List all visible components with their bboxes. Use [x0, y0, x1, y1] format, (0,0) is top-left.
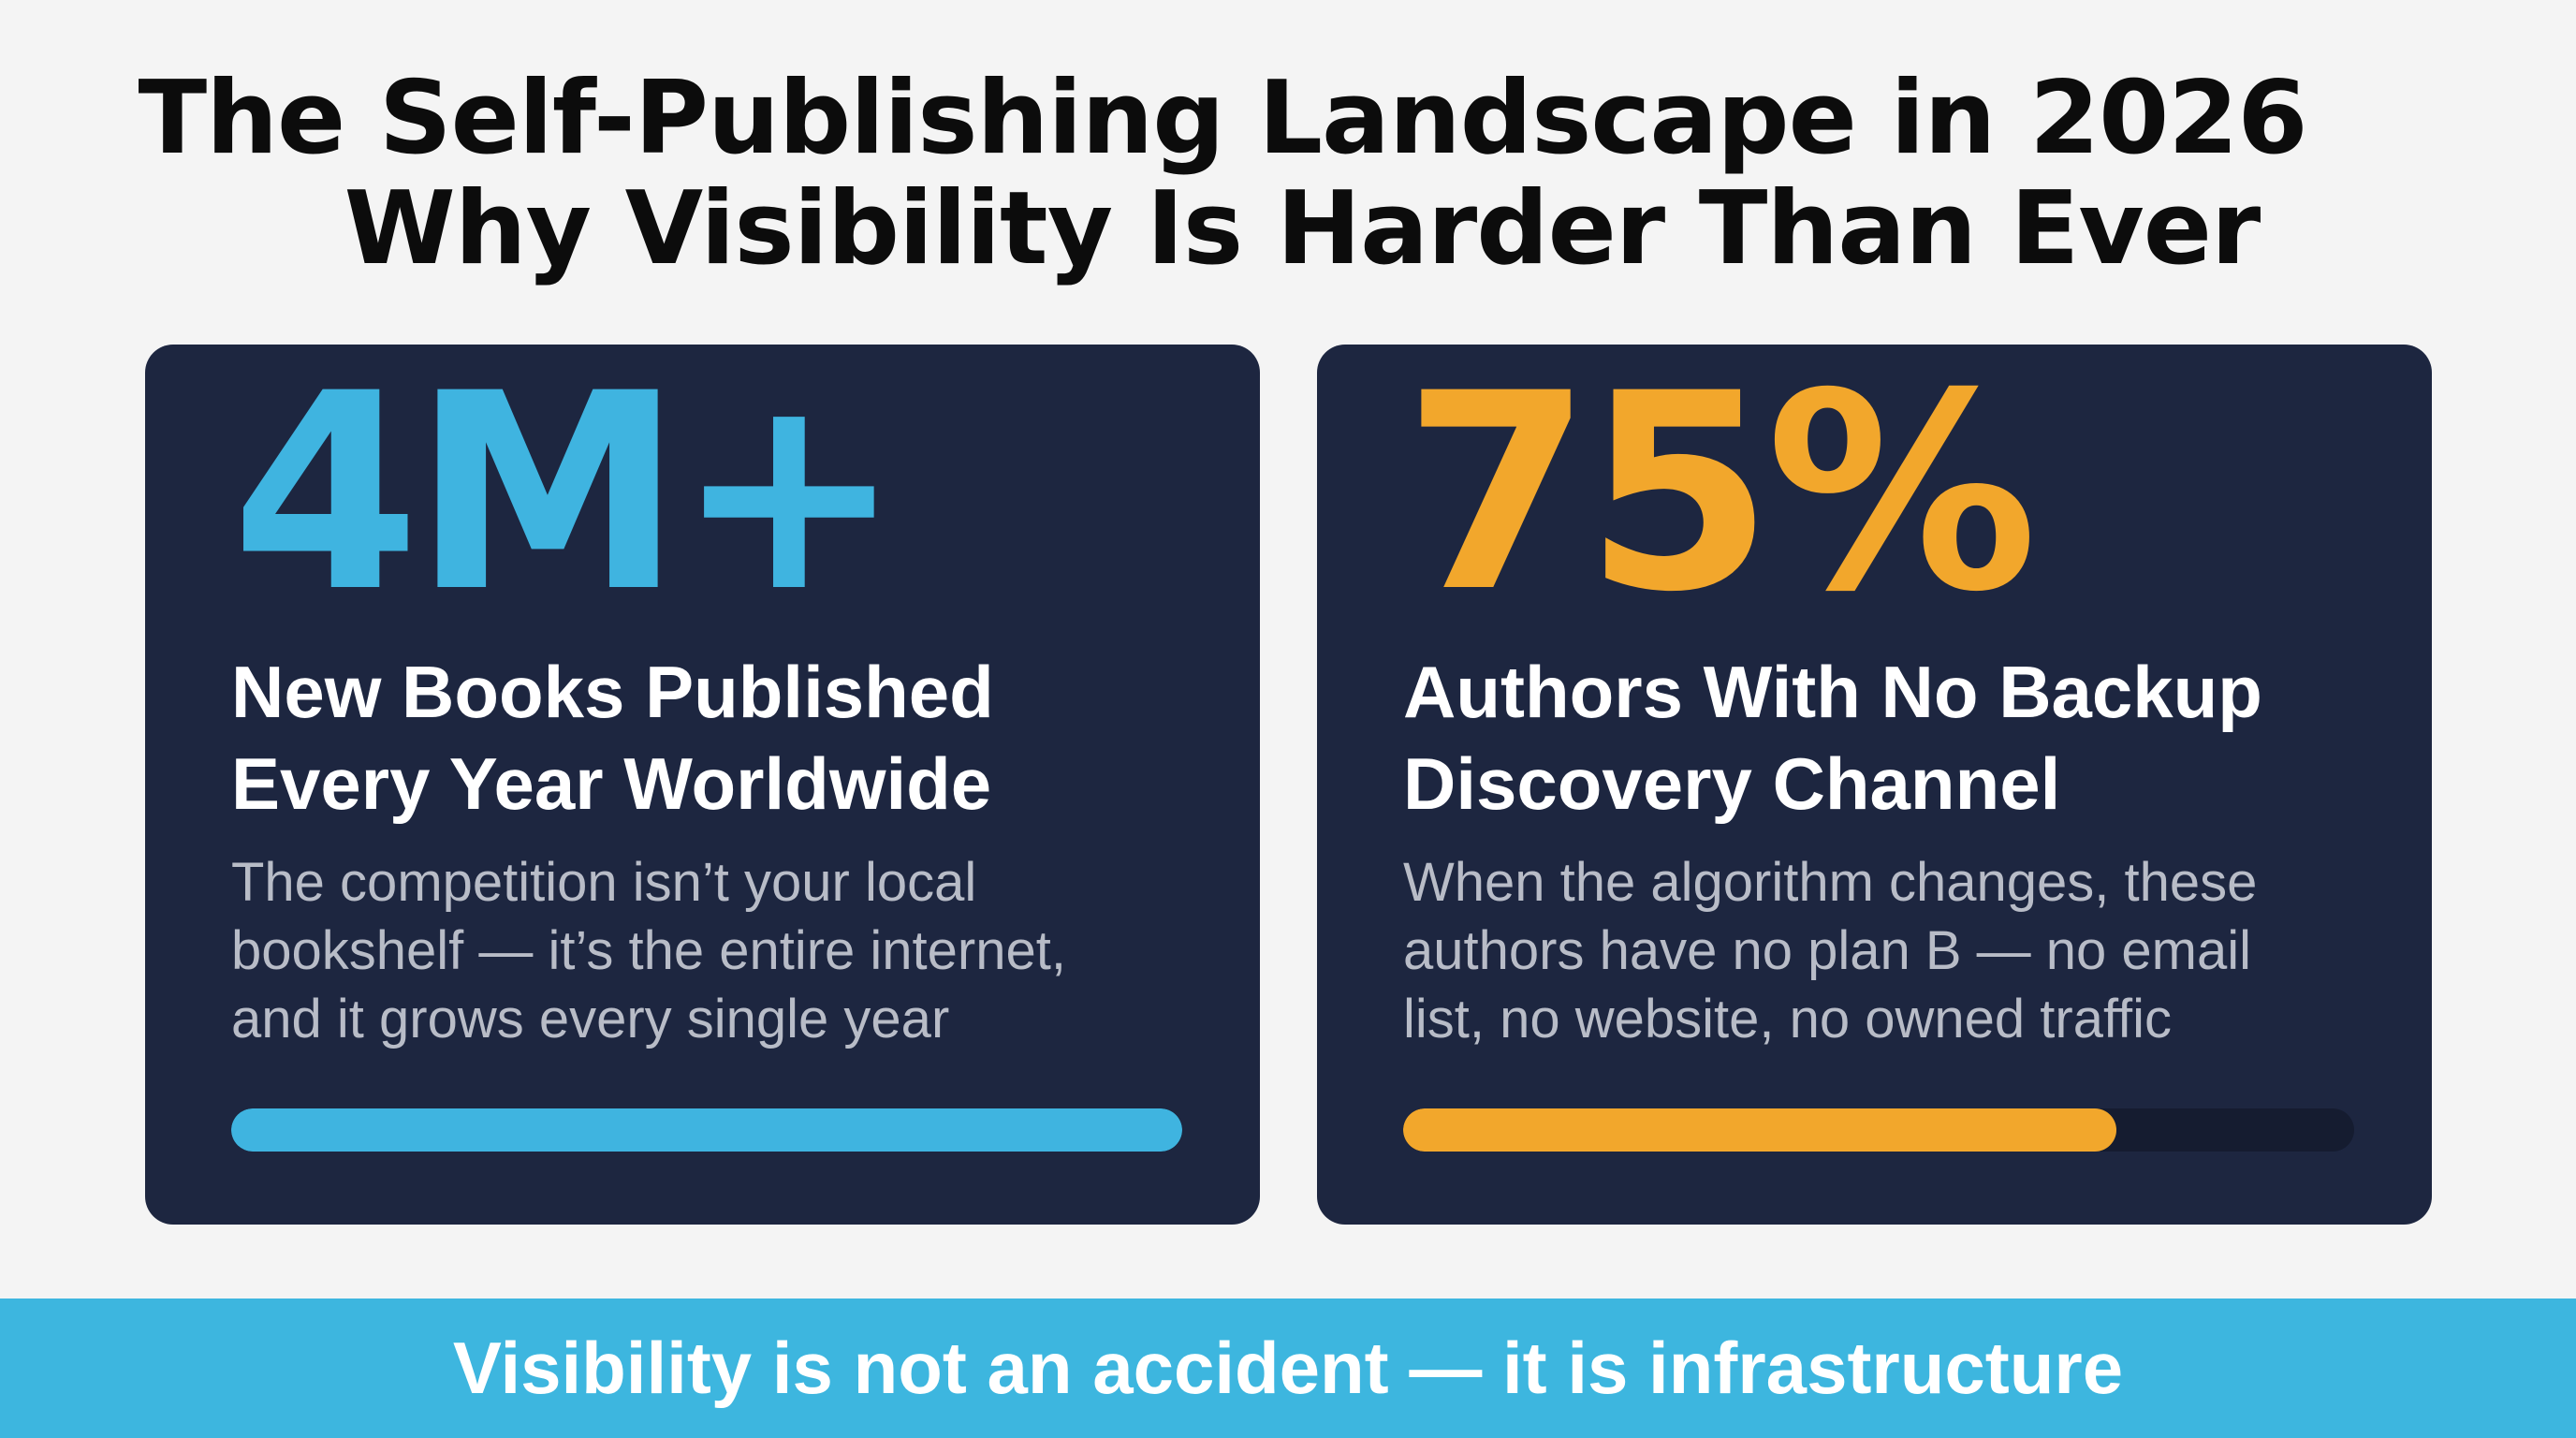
description-line: When the algorithm changes, these: [1403, 852, 2258, 913]
description-line: The competition isn’t your local: [231, 852, 977, 913]
page-title: The Self-Publishing Landscape in 2026 Wh…: [0, 64, 2576, 285]
headline-line: Discovery Channel: [1403, 742, 2061, 825]
description-line: bookshelf — it’s the entire internet,: [231, 920, 1066, 981]
progress-bar-track: [231, 1108, 1182, 1152]
description-line: authors have no plan B — no email: [1403, 920, 2251, 981]
footer-tagline: Visibility is not an accident — it is in…: [452, 1327, 2124, 1409]
stat-card-no-backup-channel: 75% Authors With No Backup Discovery Cha…: [1317, 345, 2432, 1225]
headline-line: New Books Published: [231, 651, 994, 733]
title-line-1: The Self-Publishing Landscape in 2026: [138, 60, 2307, 177]
progress-bar-fill: [231, 1108, 1182, 1152]
stat-value: 4M+: [231, 336, 902, 652]
footer-banner: Visibility is not an accident — it is in…: [0, 1299, 2576, 1438]
headline-line: Authors With No Backup: [1403, 651, 2262, 733]
headline-line: Every Year Worldwide: [231, 742, 992, 825]
progress-bar-fill: [1403, 1108, 2116, 1152]
stat-value: 75%: [1403, 336, 2038, 652]
stat-description: The competition isn’t your local bookshe…: [231, 848, 1223, 1053]
description-line: and it grows every single year: [231, 989, 950, 1049]
stat-headline: New Books Published Every Year Worldwide: [231, 646, 1205, 829]
stat-description: When the algorithm changes, these author…: [1403, 848, 2395, 1053]
title-line-2: Why Visibility Is Harder Than Ever: [344, 170, 2261, 287]
description-line: list, no website, no owned traffic: [1403, 989, 2173, 1049]
stat-card-books-published: 4M+ New Books Published Every Year World…: [145, 345, 1260, 1225]
progress-bar-track: [1403, 1108, 2354, 1152]
stat-headline: Authors With No Backup Discovery Channel: [1403, 646, 2377, 829]
